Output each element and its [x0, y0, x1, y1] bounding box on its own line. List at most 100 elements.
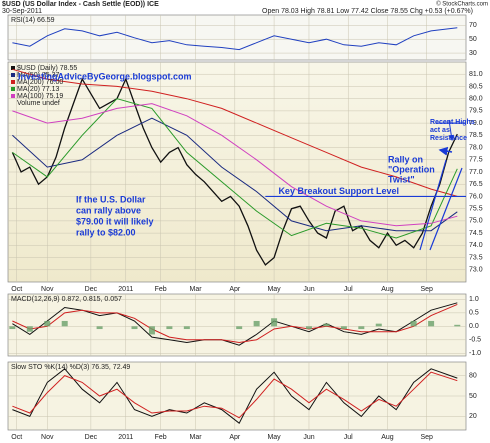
y-tick-label: 80.5: [469, 83, 483, 90]
histogram-bar: [375, 323, 382, 327]
x-tick-label: Apr: [229, 286, 241, 293]
x-tick-label: Jun: [303, 286, 314, 293]
y-tick-label: 79.5: [469, 108, 483, 115]
x-tick-label: Mar: [190, 434, 203, 441]
y-tick-label: 74.5: [469, 230, 483, 237]
series-line: [12, 98, 458, 239]
x-tick-label: Sep: [421, 286, 434, 293]
y-tick-label: 74.0: [469, 242, 483, 249]
legend-swatch: [11, 73, 15, 77]
panel-title: MACD(12,26,9) 0.872, 0.815, 0.057: [11, 296, 122, 303]
x-tick-label: 2011: [118, 434, 133, 441]
y-tick-label: 78.5: [469, 132, 483, 139]
y-tick-label: 1.0: [469, 296, 479, 303]
legend-swatch: [11, 94, 15, 98]
histogram-bar: [183, 326, 190, 330]
y-tick-label: -1.0: [469, 350, 481, 357]
panel-title: RSI(14) 66.59: [11, 17, 55, 24]
x-tick-label: Sep: [421, 434, 434, 441]
x-tick-label: Feb: [155, 434, 167, 441]
legend-swatch: [11, 87, 15, 91]
legend-label: $USD (Daily) 78.55: [17, 65, 77, 72]
y-tick-label: 75.0: [469, 218, 483, 225]
y-tick-label: 73.0: [469, 267, 483, 274]
y-tick-label: 0.5: [469, 310, 479, 317]
y-tick-label: 77.5: [469, 157, 483, 164]
x-tick-label: Apr: [229, 434, 241, 441]
annotation: Recent Highs: [430, 119, 475, 126]
y-tick-label: 20: [469, 413, 477, 420]
series-line: [12, 103, 458, 227]
y-tick-label: 76.0: [469, 193, 483, 200]
quote: Open 78.03 High 78.81 Low 77.42 Close 78…: [262, 8, 473, 15]
annotation: Rally on: [388, 154, 423, 164]
x-tick-label: Dec: [85, 434, 98, 441]
legend-label: MA(100) 75.19: [17, 93, 63, 100]
histogram-bar: [131, 326, 138, 330]
histogram-bar: [253, 320, 260, 327]
y-tick-label: 73.5: [469, 254, 483, 261]
x-tick-label: May: [267, 286, 281, 293]
legend-swatch: [11, 66, 15, 70]
histogram-bar: [236, 326, 243, 330]
y-tick-label: 50: [469, 393, 477, 400]
annotation: rally to $82.00: [76, 227, 136, 237]
symbol: $USD (US Dollar Index - Cash Settle (EOD…: [2, 1, 159, 8]
y-tick-label: 70: [469, 22, 477, 29]
x-tick-label: Feb: [155, 286, 167, 293]
y-tick-label: 75.5: [469, 206, 483, 213]
x-tick-label: Jun: [303, 434, 314, 441]
x-tick-label: Mar: [190, 286, 203, 293]
annotation: "Operation: [388, 164, 435, 174]
histogram-bar: [148, 326, 155, 335]
legend-swatch: [11, 80, 15, 84]
y-tick-label: 79.0: [469, 120, 483, 127]
arrow: [448, 119, 455, 141]
series-line: [12, 368, 458, 424]
y-tick-label: 77.0: [469, 169, 483, 176]
histogram-bar: [410, 320, 417, 327]
histogram-bar: [26, 326, 33, 332]
x-tick-label: Aug: [381, 286, 394, 293]
y-tick-label: 78.0: [469, 144, 483, 151]
annotation: act as: [430, 127, 450, 134]
legend-label: Volume undef: [17, 100, 60, 107]
histogram-bar: [96, 326, 103, 330]
blog: InvestingAdviceByGeorge.blogspot.com: [18, 71, 192, 81]
annotation: If the U.S. Dollar: [76, 194, 146, 204]
y-tick-label: 80: [469, 372, 477, 379]
x-tick-label: Oct: [11, 286, 22, 293]
trend-line: [419, 159, 447, 251]
histogram-bar: [44, 320, 51, 327]
panel-title: Slow STO %K(14) %D(3) 76.35, 72.49: [11, 364, 130, 371]
series-line: [12, 68, 458, 197]
x-tick-label: May: [267, 434, 281, 441]
series-line: [12, 371, 458, 419]
x-tick-label: Nov: [41, 286, 54, 293]
x-tick-label: Aug: [381, 434, 394, 441]
histogram-bar: [454, 324, 461, 327]
y-tick-label: 50: [469, 36, 477, 43]
histogram-bar: [166, 326, 173, 330]
x-tick-label: 2011: [118, 286, 133, 293]
trend-line: [429, 167, 463, 251]
x-tick-label: Jul: [344, 434, 353, 441]
histogram-bar: [428, 320, 435, 327]
series-line: [12, 27, 458, 51]
annotation: can rally above: [76, 205, 141, 215]
histogram-bar: [323, 323, 330, 327]
legend-label: MA(200) 76.00: [17, 79, 63, 86]
series-line: [12, 117, 458, 232]
histogram-bar: [305, 326, 312, 330]
y-tick-label: 76.5: [469, 181, 483, 188]
series-line: [12, 303, 458, 344]
y-tick-label: 30: [469, 50, 477, 57]
arrow: [438, 146, 453, 156]
credit: © StockCharts.com: [436, 1, 488, 8]
x-tick-label: Jul: [344, 286, 353, 293]
panel: [7, 14, 467, 61]
date: 30-Sep-2011: [2, 8, 42, 15]
panel: [7, 293, 467, 357]
